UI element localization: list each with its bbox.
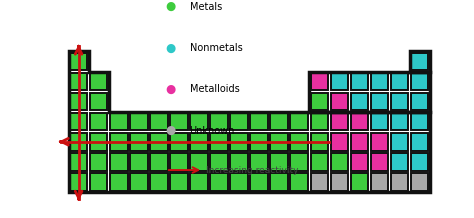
Bar — [351, 113, 368, 131]
Bar — [250, 113, 268, 131]
Bar — [391, 73, 409, 90]
Bar — [310, 153, 328, 171]
Bar — [270, 173, 288, 191]
Bar — [130, 133, 147, 151]
Bar — [291, 153, 308, 171]
Bar — [90, 113, 108, 131]
Bar — [210, 173, 228, 191]
Bar — [371, 173, 388, 191]
Bar — [90, 153, 108, 171]
Bar — [110, 133, 128, 151]
Bar — [291, 113, 308, 131]
Bar — [170, 113, 188, 131]
Bar — [150, 173, 168, 191]
Text: Metals: Metals — [190, 2, 222, 12]
Bar — [170, 153, 188, 171]
Bar — [230, 153, 248, 171]
Bar — [90, 73, 108, 90]
Bar — [90, 93, 108, 111]
Bar — [391, 153, 409, 171]
Bar — [411, 173, 428, 191]
Text: ●: ● — [165, 124, 176, 137]
Bar — [270, 153, 288, 171]
Bar — [230, 113, 248, 131]
Bar — [330, 153, 348, 171]
Bar — [70, 173, 87, 191]
Bar — [150, 153, 168, 171]
Text: Metalloids: Metalloids — [190, 84, 239, 94]
Bar — [270, 113, 288, 131]
Text: Nonmetals: Nonmetals — [190, 43, 242, 53]
Bar — [291, 173, 308, 191]
Bar — [411, 133, 428, 151]
Bar — [351, 73, 368, 90]
Bar — [210, 153, 228, 171]
Bar — [190, 113, 208, 131]
Bar — [351, 133, 368, 151]
Text: Unknown: Unknown — [190, 126, 235, 136]
Bar — [371, 113, 388, 131]
Bar — [310, 113, 328, 131]
Bar — [351, 173, 368, 191]
Bar — [250, 153, 268, 171]
Bar — [391, 93, 409, 111]
Bar — [330, 93, 348, 111]
Bar — [411, 53, 428, 70]
Bar — [110, 153, 128, 171]
Bar — [70, 153, 87, 171]
Bar — [250, 133, 268, 151]
Bar — [150, 113, 168, 131]
Text: ●: ● — [165, 0, 176, 13]
Bar — [90, 133, 108, 151]
Text: ●: ● — [165, 83, 176, 96]
Bar — [190, 173, 208, 191]
Bar — [371, 93, 388, 111]
Bar — [291, 133, 308, 151]
Bar — [130, 173, 147, 191]
Bar — [230, 133, 248, 151]
Bar — [70, 73, 87, 90]
Bar — [70, 53, 87, 70]
Bar — [371, 73, 388, 90]
Bar — [130, 153, 147, 171]
Bar — [411, 93, 428, 111]
Bar — [270, 133, 288, 151]
Bar — [371, 153, 388, 171]
Bar — [210, 133, 228, 151]
Bar — [170, 173, 188, 191]
Bar — [351, 93, 368, 111]
Bar — [110, 113, 128, 131]
Bar — [330, 73, 348, 90]
Bar — [330, 133, 348, 151]
Bar — [391, 113, 409, 131]
Bar — [351, 153, 368, 171]
Bar — [310, 133, 328, 151]
Bar — [70, 133, 87, 151]
Bar — [310, 73, 328, 90]
Bar — [170, 133, 188, 151]
Bar — [150, 133, 168, 151]
Bar — [411, 113, 428, 131]
Bar — [330, 173, 348, 191]
Bar — [371, 133, 388, 151]
Text: Increasing reactivity: Increasing reactivity — [206, 165, 298, 175]
Bar — [90, 173, 108, 191]
Bar — [310, 93, 328, 111]
Bar — [310, 173, 328, 191]
Bar — [70, 93, 87, 111]
Bar — [250, 173, 268, 191]
Bar — [190, 133, 208, 151]
Bar — [110, 173, 128, 191]
Bar — [230, 173, 248, 191]
Bar — [190, 153, 208, 171]
Bar — [411, 153, 428, 171]
Text: ●: ● — [165, 41, 176, 54]
Bar — [130, 113, 147, 131]
Bar — [70, 113, 87, 131]
Bar — [411, 73, 428, 90]
Bar — [391, 133, 409, 151]
Bar — [330, 113, 348, 131]
Bar — [210, 113, 228, 131]
Bar — [391, 173, 409, 191]
